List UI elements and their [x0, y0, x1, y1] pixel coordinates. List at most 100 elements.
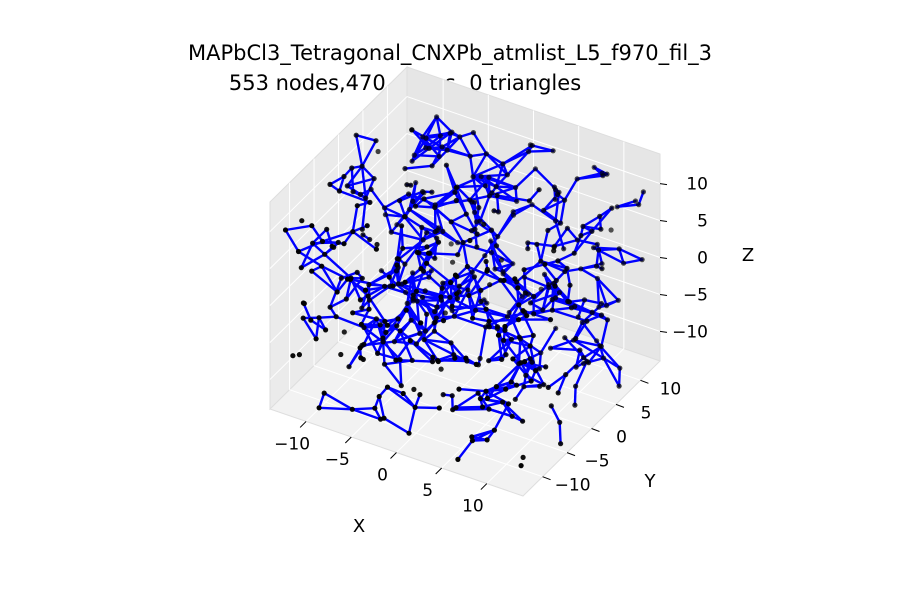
network-node: [336, 188, 342, 194]
network-node: [383, 329, 389, 335]
network-node: [381, 415, 387, 421]
network-node: [366, 282, 372, 288]
network-node: [400, 245, 406, 251]
network-node: [484, 437, 490, 443]
network-edge: [551, 306, 573, 312]
network-node: [298, 265, 304, 271]
network-node: [594, 338, 600, 344]
network-node: [341, 173, 347, 180]
network-edge: [456, 275, 476, 300]
network-edge: [553, 238, 579, 248]
network-node: [519, 293, 525, 299]
network-edge: [398, 358, 403, 387]
z-tick-label: 0: [697, 249, 708, 269]
network-node: [486, 318, 492, 324]
network-node: [552, 196, 558, 202]
network-edge: [574, 348, 582, 369]
network-node: [394, 256, 400, 262]
network-edge: [495, 361, 523, 388]
network-edge: [437, 356, 456, 363]
network-edge: [386, 385, 405, 395]
network-node: [504, 314, 511, 320]
network-edge: [490, 228, 498, 248]
network-node: [378, 268, 384, 274]
network-node: [549, 307, 555, 313]
network-node: [545, 384, 551, 390]
network-node: [360, 232, 366, 238]
network-node: [440, 318, 447, 324]
network-edge: [310, 269, 339, 294]
network-node: [552, 283, 558, 289]
network-node: [362, 287, 369, 293]
network-node: [309, 268, 315, 274]
network-edge: [476, 392, 491, 411]
network-node: [589, 228, 595, 234]
network-node: [460, 239, 466, 246]
network-node: [434, 235, 440, 241]
network-node: [478, 173, 484, 180]
network-node: [391, 339, 397, 345]
x-tick-label: 0: [377, 466, 388, 486]
chart-title: MAPbCl3_Tetragonal_CNXPb_atmlist_L5_f970…: [187, 41, 713, 65]
network-edge: [478, 194, 491, 223]
network-edge: [572, 339, 602, 347]
network-node: [404, 300, 410, 306]
network-node: [614, 204, 620, 210]
network-node: [500, 161, 506, 167]
network-node: [428, 268, 435, 274]
network-node: [444, 147, 450, 153]
network-edge: [397, 262, 407, 285]
network-node: [377, 322, 383, 328]
network-node: [597, 213, 603, 219]
network-node: [451, 313, 457, 319]
network-edge: [351, 308, 371, 314]
network-node: [463, 355, 469, 361]
network-edge: [501, 400, 514, 418]
network-edge: [404, 215, 423, 229]
network-edge: [414, 204, 436, 209]
network-node: [376, 393, 382, 400]
network-node: [411, 386, 417, 392]
network-edge: [320, 265, 339, 294]
network-edge: [355, 133, 364, 168]
network-edge: [423, 313, 428, 341]
network-edge: [597, 247, 621, 252]
y-tick-label: −5: [584, 452, 609, 472]
network-node: [316, 315, 322, 321]
network-node: [616, 246, 622, 252]
network-edge: [398, 190, 424, 202]
network-node: [454, 291, 460, 297]
network-edge: [502, 279, 519, 289]
network-node: [406, 206, 412, 212]
network-node: [483, 388, 489, 394]
network-node: [574, 237, 581, 243]
network-node: [518, 463, 524, 469]
network-node: [393, 357, 399, 363]
network-node: [422, 328, 429, 334]
network-node: [493, 184, 499, 190]
network-node: [508, 379, 514, 385]
network-node: [433, 315, 439, 321]
network-node: [522, 290, 529, 296]
network-node: [384, 384, 391, 390]
network-edge: [539, 327, 557, 354]
network-node: [487, 282, 493, 288]
network-node: [500, 271, 506, 277]
network-node: [440, 392, 446, 398]
network-node: [483, 306, 489, 312]
network-node: [354, 203, 360, 209]
network-node: [541, 207, 547, 213]
network-node: [442, 310, 448, 316]
network-node: [595, 247, 602, 253]
network-node: [571, 250, 577, 256]
network-node: [520, 454, 526, 460]
network-node: [363, 195, 369, 201]
network-node: [512, 276, 518, 282]
network-node: [575, 314, 581, 320]
z-tick-label: 10: [686, 175, 708, 195]
network-node: [358, 321, 364, 327]
network-node: [380, 339, 386, 345]
network-edge: [503, 314, 528, 328]
network-edge: [478, 325, 487, 360]
